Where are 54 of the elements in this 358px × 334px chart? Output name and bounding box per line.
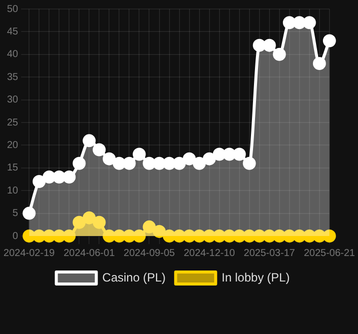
point (142, 156, 156, 170)
y-tick-label: 30 (7, 94, 19, 106)
point (202, 152, 216, 166)
y-tick-label: 5 (12, 208, 19, 220)
y-tick-label: 40 (7, 49, 19, 60)
point (72, 216, 86, 229)
point (222, 148, 236, 161)
point (112, 156, 126, 170)
point (62, 170, 76, 184)
point (192, 156, 206, 170)
point (322, 34, 336, 48)
y-tick-label: 20 (7, 140, 19, 151)
point (102, 152, 116, 166)
x-tick-label: 2024-02-19 (4, 248, 56, 259)
legend-label: Casino (PL) (102, 270, 166, 284)
point (212, 148, 226, 161)
point (152, 224, 166, 238)
point (302, 16, 316, 30)
y-tick-label: 10 (7, 185, 19, 196)
y-tick-label: 15 (7, 162, 19, 174)
point (42, 170, 56, 184)
point (92, 216, 106, 229)
point (262, 38, 276, 52)
x-tick-label: 2024-06-01 (64, 248, 116, 259)
point (72, 156, 86, 170)
x-tick-label: 2025-06-21 (304, 248, 356, 259)
point (142, 220, 156, 234)
y-tick-label: 25 (7, 117, 19, 128)
point (182, 152, 196, 166)
point (32, 175, 46, 188)
point (82, 134, 96, 148)
point (82, 211, 96, 224)
point (272, 48, 286, 61)
point (292, 16, 306, 30)
y-tick-label: 50 (7, 4, 19, 15)
point (122, 156, 136, 170)
point (132, 148, 146, 161)
point (232, 148, 246, 161)
x-tick-label: 2024-09-05 (124, 248, 176, 259)
x-tick-label: 2025-03-17 (244, 248, 296, 259)
y-tick-label: 45 (7, 26, 19, 38)
x-tick-label: 2024-12-10 (184, 248, 236, 259)
point (162, 156, 176, 170)
point (172, 156, 186, 170)
point (152, 156, 166, 170)
point (282, 16, 296, 30)
point (92, 143, 106, 156)
point (252, 38, 266, 52)
y-tick-label: 0 (12, 230, 19, 242)
legend-label: In lobby (PL) (222, 270, 290, 284)
y-tick-label: 35 (7, 72, 19, 83)
point (52, 170, 66, 184)
point (312, 56, 326, 70)
point (242, 156, 256, 170)
